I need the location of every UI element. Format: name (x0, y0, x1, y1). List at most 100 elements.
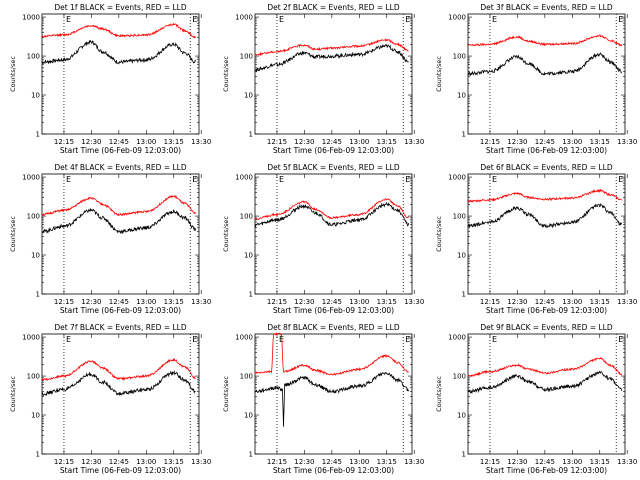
x-tick-label: 13:30 (191, 298, 211, 306)
event-marker-label: E (279, 15, 284, 24)
x-tick-label: 13:00 (349, 138, 369, 146)
event-marker-label: E (405, 175, 410, 184)
x-tick-label: 12:15 (267, 458, 287, 466)
x-tick-label: 13:00 (136, 458, 156, 466)
event-marker-label: E (192, 335, 197, 344)
lld-series-line (254, 37, 409, 57)
lld-series-line (41, 194, 197, 217)
x-tick-label: 12:45 (109, 138, 129, 146)
y-axis-label: Counts/sec (222, 376, 230, 412)
chart-title: Det 5f BLACK = Events, RED = LLD (267, 163, 400, 172)
y-tick-label: 1 (462, 131, 466, 139)
x-axis-label: Start Time (06-Feb-09 12:03:00) (60, 146, 181, 155)
event-marker-label: E (405, 15, 410, 24)
events-series-line (467, 203, 623, 229)
x-tick-label: 12:30 (294, 298, 314, 306)
event-marker-label: E (618, 175, 623, 184)
chart-title: Det 4f BLACK = Events, RED = LLD (54, 163, 187, 172)
chart-panel-4: Det 4f BLACK = Events, RED = LLD 1 10 100 10… (9, 163, 211, 315)
y-tick-label: 10 (457, 412, 466, 420)
lld-series-line (41, 357, 196, 382)
x-tick-label: 12:15 (267, 298, 287, 306)
x-tick-label: 13:00 (562, 298, 582, 306)
y-axis-label: Counts/sec (222, 216, 230, 252)
x-tick-label: 12:15 (267, 138, 287, 146)
x-tick-label: 12:45 (322, 458, 342, 466)
x-tick-label: 13:00 (136, 138, 156, 146)
y-tick-label: 1 (249, 451, 253, 459)
chart-panel-6: Det 6f BLACK = Events, RED = LLD 1 10 100 10… (435, 163, 637, 315)
event-marker-label: E (279, 175, 284, 184)
x-tick-label: 13:15 (590, 298, 610, 306)
y-tick-label: 1 (36, 131, 40, 139)
y-tick-label: 10 (457, 252, 466, 260)
event-marker-label: E (618, 15, 623, 24)
lld-series-line (254, 332, 409, 376)
y-tick-label: 10 (244, 92, 253, 100)
x-tick-label: 12:15 (54, 298, 74, 306)
chart-panel-7: Det 7f BLACK = Events, RED = LLD 1 10 100 10… (9, 323, 211, 475)
chart-panel-3: Det 3f BLACK = Events, RED = LLD 1 10 100 10… (435, 3, 637, 155)
y-tick-label: 1 (249, 291, 253, 299)
y-tick-label: 10 (31, 92, 40, 100)
x-tick-label: 12:45 (109, 298, 129, 306)
y-tick-label: 1000 (448, 174, 466, 182)
x-axis-label: Start Time (06-Feb-09 12:03:00) (60, 466, 181, 475)
chart-title: Det 9f BLACK = Events, RED = LLD (480, 323, 613, 332)
chart-title: Det 1f BLACK = Events, RED = LLD (54, 3, 187, 12)
lld-series-line (467, 34, 623, 47)
event-marker-label: E (492, 15, 497, 24)
x-axis-label: Start Time (06-Feb-09 12:03:00) (486, 466, 607, 475)
chart-panel-1: Det 1f BLACK = Events, RED = LLD 1 10 100 10… (9, 3, 211, 155)
x-tick-label: 13:00 (349, 458, 369, 466)
plot-frame (41, 333, 200, 455)
x-tick-label: 13:30 (404, 138, 424, 146)
y-tick-label: 100 (27, 53, 40, 61)
y-tick-label: 100 (240, 53, 253, 61)
event-marker-label: E (66, 335, 71, 344)
y-tick-label: 10 (31, 412, 40, 420)
x-tick-label: 12:15 (54, 458, 74, 466)
y-axis-label: Counts/sec (435, 376, 443, 412)
chart-panel-8: Det 8f BLACK = Events, RED = LLD 1 10 100 10… (222, 323, 424, 475)
chart-title: Det 6f BLACK = Events, RED = LLD (480, 163, 613, 172)
y-tick-label: 10 (457, 92, 466, 100)
x-tick-label: 13:00 (562, 458, 582, 466)
y-axis-label: Counts/sec (9, 216, 17, 252)
plot-frame (254, 173, 413, 295)
y-tick-label: 100 (453, 213, 466, 221)
x-tick-label: 12:30 (507, 138, 527, 146)
event-marker-label: E (192, 175, 197, 184)
x-tick-label: 13:30 (617, 458, 637, 466)
y-tick-label: 1000 (22, 14, 40, 22)
y-axis-label: Counts/sec (435, 216, 443, 252)
events-series-line (467, 370, 623, 394)
y-tick-label: 100 (27, 373, 40, 381)
x-tick-label: 12:30 (507, 458, 527, 466)
chart-title: Det 3f BLACK = Events, RED = LLD (480, 3, 613, 12)
plot-frame (41, 13, 200, 135)
x-tick-label: 12:15 (480, 298, 500, 306)
x-axis-label: Start Time (06-Feb-09 12:03:00) (273, 466, 394, 475)
lld-series-line (254, 198, 410, 221)
y-axis-label: Counts/sec (9, 56, 17, 92)
y-tick-label: 10 (244, 252, 253, 260)
x-tick-label: 13:30 (617, 138, 637, 146)
lld-series-line (41, 22, 196, 39)
x-axis-label: Start Time (06-Feb-09 12:03:00) (273, 306, 394, 315)
chart-title: Det 7f BLACK = Events, RED = LLD (54, 323, 187, 332)
x-tick-label: 12:15 (54, 138, 74, 146)
events-series-line (41, 207, 197, 235)
x-tick-label: 13:15 (377, 298, 397, 306)
chart-panel-5: Det 5f BLACK = Events, RED = LLD 1 10 100 10… (222, 163, 424, 315)
x-tick-label: 13:15 (377, 138, 397, 146)
x-axis-label: Start Time (06-Feb-09 12:03:00) (486, 146, 607, 155)
plot-frame (41, 173, 200, 295)
event-marker-label: E (192, 15, 197, 24)
x-tick-label: 13:15 (164, 138, 184, 146)
y-tick-label: 1000 (235, 14, 253, 22)
x-tick-label: 12:30 (81, 298, 101, 306)
x-axis-label: Start Time (06-Feb-09 12:03:00) (60, 306, 181, 315)
y-tick-label: 100 (453, 373, 466, 381)
x-tick-label: 12:45 (535, 458, 555, 466)
